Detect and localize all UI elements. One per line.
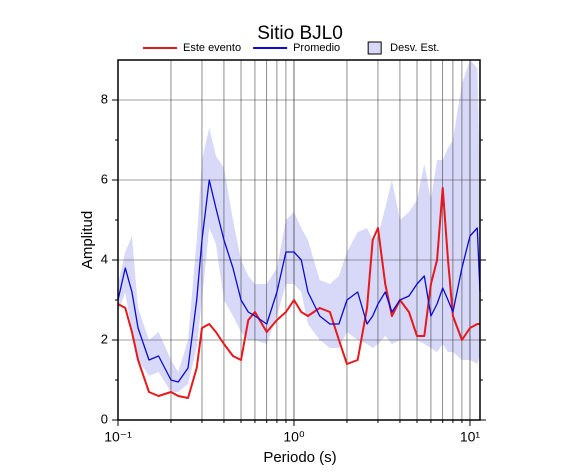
x-tick-label: 10¹ [460, 429, 481, 445]
y-tick-label: 0 [101, 411, 108, 426]
series-line [117, 179, 481, 383]
y-tick-label: 4 [101, 251, 108, 266]
x-axis-label: Periodo (s) [263, 449, 336, 466]
chart-title: Sitio BJL0 [257, 23, 343, 44]
y-tick-label: 2 [101, 331, 108, 346]
plot-frame [117, 59, 481, 421]
legend-swatch [367, 41, 382, 55]
legend-label: Promedio [293, 42, 340, 54]
x-tick-label: 10⁰ [283, 429, 305, 445]
y-axis-label: Amplitud [79, 211, 96, 269]
x-tick-label: 10⁻¹ [104, 429, 132, 445]
legend-label: Este evento [183, 42, 241, 54]
legend-label: Desv. Est. [390, 42, 439, 54]
series-line [117, 187, 480, 399]
std-band [118, 60, 480, 392]
y-tick-label: 6 [101, 171, 108, 186]
y-tick-label: 8 [101, 91, 108, 106]
